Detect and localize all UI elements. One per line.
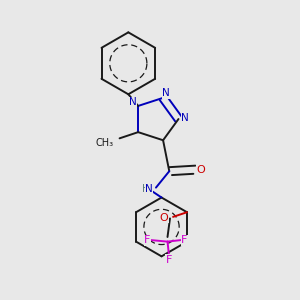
- Text: CH₃: CH₃: [95, 138, 113, 148]
- Text: N: N: [145, 184, 153, 194]
- Text: N: N: [162, 88, 170, 98]
- Text: N: N: [129, 97, 136, 107]
- Text: O: O: [160, 213, 168, 223]
- Text: F: F: [166, 255, 172, 265]
- Text: F: F: [144, 235, 151, 245]
- Text: N: N: [182, 113, 189, 123]
- Text: H: H: [142, 184, 149, 194]
- Text: O: O: [197, 165, 206, 175]
- Text: F: F: [181, 235, 188, 245]
